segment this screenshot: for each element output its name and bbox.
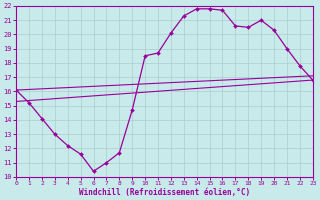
X-axis label: Windchill (Refroidissement éolien,°C): Windchill (Refroidissement éolien,°C) [79, 188, 250, 197]
